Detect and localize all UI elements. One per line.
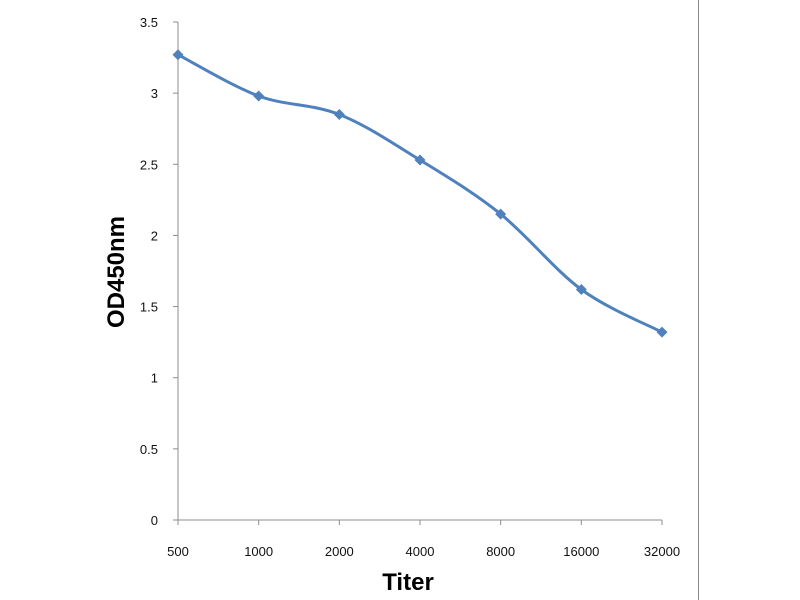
- marker-group: [172, 49, 668, 338]
- x-tick-group: 500 1000 2000 4000 8000 16000 32000: [167, 520, 680, 559]
- x-tick-label: 4000: [406, 544, 435, 559]
- x-tick-label: 500: [167, 544, 189, 559]
- data-point-4000: [414, 154, 426, 166]
- plot-border-right: [698, 0, 699, 600]
- x-axis-title: Titer: [382, 569, 434, 596]
- data-point-8000: [495, 208, 507, 220]
- x-tick-label: 8000: [486, 544, 515, 559]
- y-tick-label: 2.5: [140, 157, 158, 172]
- data-point-1000: [253, 90, 265, 102]
- x-tick-label: 16000: [563, 544, 599, 559]
- y-tick-label: 3: [151, 86, 158, 101]
- x-tick-label: 32000: [644, 544, 680, 559]
- data-point-500: [172, 49, 184, 61]
- data-point-32000: [656, 326, 668, 338]
- y-tick-group: 0 0.5 1 1.5 2 2.5 3 3.5: [140, 15, 178, 528]
- x-tick-label: 1000: [244, 544, 273, 559]
- y-tick-label: 0: [151, 513, 158, 528]
- y-tick-label: 3.5: [140, 15, 158, 30]
- x-tick-label: 2000: [325, 544, 354, 559]
- data-point-2000: [333, 108, 345, 120]
- y-tick-label: 0.5: [140, 442, 158, 457]
- y-tick-label: 2: [151, 228, 158, 243]
- series-line: [176, 53, 664, 334]
- y-axis-title: OD450nm: [103, 216, 130, 328]
- y-tick-label: 1.5: [140, 300, 158, 315]
- data-point-16000: [575, 283, 587, 295]
- y-tick-label: 1: [151, 371, 158, 386]
